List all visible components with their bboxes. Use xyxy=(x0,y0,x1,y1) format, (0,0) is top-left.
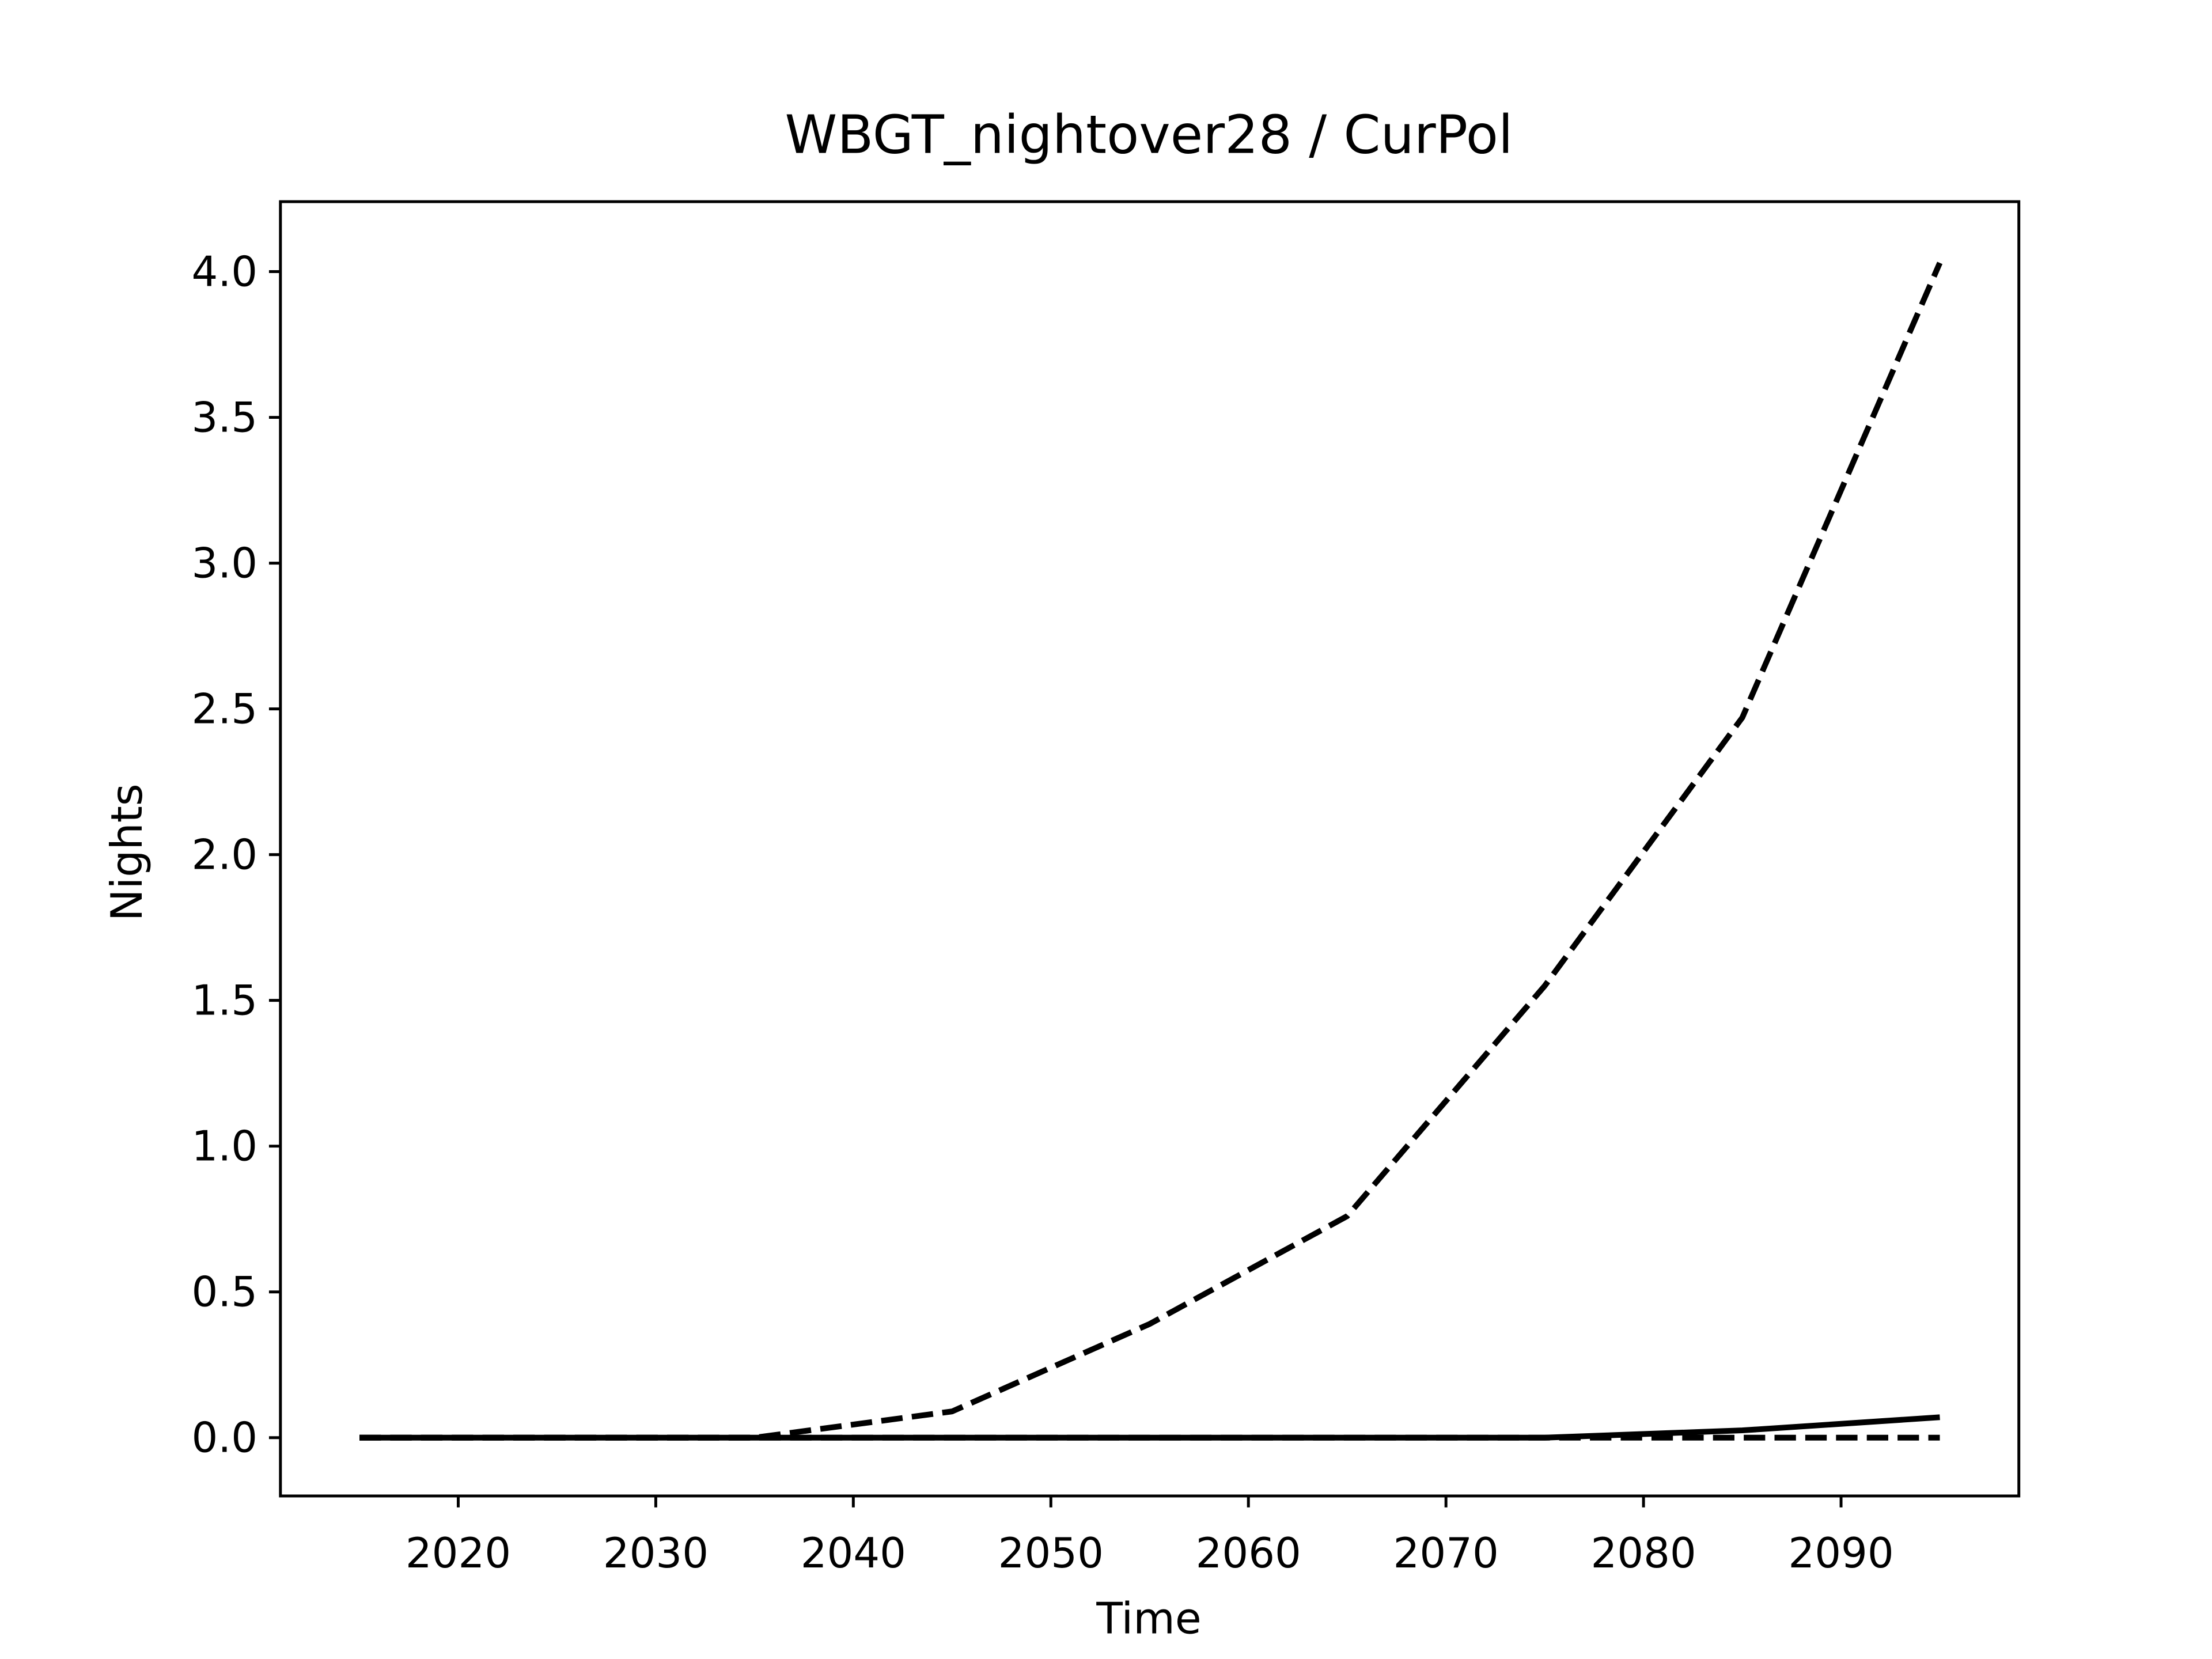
plot-frame xyxy=(279,200,2021,1498)
y-tick-label: 0.5 xyxy=(192,1268,258,1316)
x-tick-label: 2080 xyxy=(1590,1529,1696,1577)
y-tick-label: 2.5 xyxy=(192,684,258,733)
y-tick-label: 2.0 xyxy=(192,830,258,878)
y-tick-label: 1.5 xyxy=(192,976,258,1025)
chart-title: WBGT_nightover28 / CurPol xyxy=(785,104,1513,166)
x-tick-label: 2020 xyxy=(406,1529,511,1577)
x-tick-label: 2040 xyxy=(801,1529,906,1577)
y-tick-label: 3.0 xyxy=(192,539,258,587)
y-axis-label: Nights xyxy=(102,783,152,921)
x-tick-label: 2030 xyxy=(603,1529,709,1577)
x-tick-label: 2070 xyxy=(1393,1529,1499,1577)
x-axis-label: Time xyxy=(1096,1593,1201,1643)
line-series xyxy=(359,1414,1940,1441)
y-tick-label: 0.0 xyxy=(192,1414,258,1462)
x-tick-label: 2060 xyxy=(1196,1529,1301,1577)
x-tick-label: 2090 xyxy=(1788,1529,1893,1577)
y-tick-label: 4.0 xyxy=(192,247,258,296)
x-tick-label: 2050 xyxy=(998,1529,1104,1577)
line-series xyxy=(359,262,1943,1441)
y-tick-label: 1.0 xyxy=(192,1122,258,1171)
y-tick-label: 3.5 xyxy=(192,393,258,441)
